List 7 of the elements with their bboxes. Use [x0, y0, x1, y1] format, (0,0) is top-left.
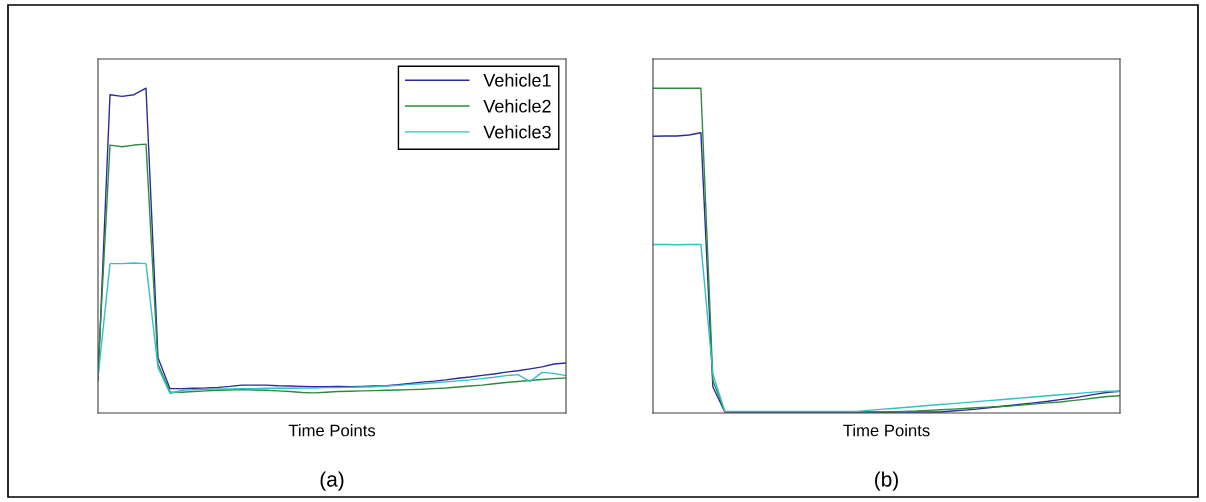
x-axis-title: Time Points	[843, 424, 930, 437]
text: (a)	[320, 471, 344, 491]
legend-label: Vehicle2	[483, 99, 551, 113]
legend-label: Vehicle3	[483, 125, 551, 139]
x-axis-title: Time Points	[288, 424, 376, 437]
legend-label: Vehicle1	[483, 73, 551, 87]
text: (b)	[875, 471, 898, 491]
